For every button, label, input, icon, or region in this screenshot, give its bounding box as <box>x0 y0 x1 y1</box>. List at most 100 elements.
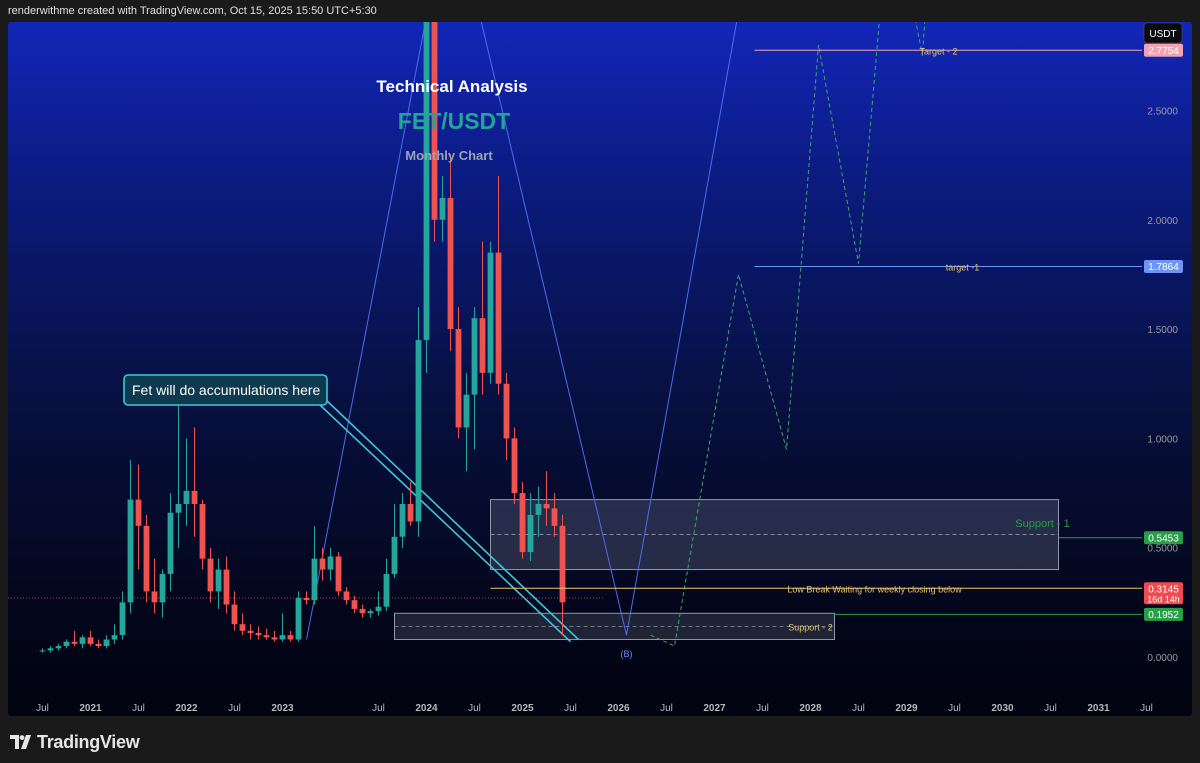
candle <box>271 637 278 640</box>
time-tick-label: Jul <box>468 703 481 714</box>
candle <box>167 512 174 574</box>
tradingview-logo-icon <box>10 735 31 749</box>
currency-badge[interactable] <box>1143 22 1183 44</box>
price-tag <box>1144 582 1183 605</box>
candle <box>103 639 110 647</box>
accumulation-callout-text: Fet will do accumulations here <box>132 382 321 398</box>
time-tick-label: Jul <box>372 703 385 714</box>
candle <box>327 556 334 570</box>
candle <box>191 490 198 504</box>
price-tag-timer: 16d 14h <box>1147 594 1180 604</box>
candle <box>343 591 350 601</box>
candle <box>455 329 462 428</box>
candle <box>447 197 454 330</box>
time-tick-label: 2027 <box>703 703 726 714</box>
candle <box>367 611 374 614</box>
price-tick-label: 1.5000 <box>1147 325 1178 336</box>
price-tick-label: 1.0000 <box>1147 434 1178 445</box>
time-tick-label: 2030 <box>991 703 1014 714</box>
time-tick-label: 2026 <box>607 703 630 714</box>
candle <box>559 525 566 603</box>
candle <box>223 569 230 605</box>
candle <box>143 525 150 592</box>
time-tick-label: Jul <box>132 703 145 714</box>
level-label: Low Break Waiting for weekly closing bel… <box>787 584 962 594</box>
chart-subtitle: FET/USDT <box>398 108 510 134</box>
candle <box>543 503 550 509</box>
candle <box>135 499 142 526</box>
time-tick-label: 2025 <box>511 703 534 714</box>
candle <box>287 635 294 640</box>
candle <box>279 635 286 640</box>
price-chart[interactable]: (A)(B)(C) Target -34.9917Target - 22.775… <box>8 22 1192 716</box>
chart-caption: Monthly Chart <box>405 148 493 163</box>
footer-brand: TradingView <box>37 731 140 752</box>
candle <box>375 606 382 612</box>
candle <box>71 641 78 644</box>
candle <box>351 600 358 609</box>
price-tick-label: 2.0000 <box>1147 216 1178 227</box>
candle <box>535 503 542 515</box>
price-tag-label: 0.5453 <box>1148 533 1179 544</box>
callout-pointer <box>319 404 572 643</box>
price-tag <box>1144 607 1183 621</box>
level-label: Support - 2 <box>788 622 833 632</box>
candle <box>263 635 270 638</box>
time-tick-label: 2029 <box>895 703 918 714</box>
candle <box>55 646 62 649</box>
candle <box>111 635 118 640</box>
time-tick-label: 2028 <box>799 703 822 714</box>
candle <box>95 643 102 647</box>
time-tick-label: Jul <box>564 703 577 714</box>
candle <box>439 197 446 220</box>
candle <box>63 641 70 647</box>
projection-path <box>650 22 926 647</box>
time-tick-label: Jul <box>228 703 241 714</box>
level-label: Support - 1 <box>1015 518 1069 530</box>
currency-label: USDT <box>1149 29 1176 40</box>
time-tick-label: 2024 <box>415 703 438 714</box>
price-tag <box>1144 259 1183 273</box>
candle <box>495 252 502 384</box>
price-tick-label: 2.5000 <box>1147 107 1178 118</box>
candle <box>183 490 190 504</box>
accumulation-callout[interactable]: Fet will do accumulations here <box>123 374 328 406</box>
chart-panel[interactable]: (A)(B)(C) Target -34.9917Target - 22.775… <box>8 22 1192 716</box>
candle <box>527 514 534 553</box>
candle <box>175 503 182 513</box>
time-tick-label: Jul <box>1140 703 1153 714</box>
candle <box>335 556 342 592</box>
candle <box>511 438 518 494</box>
time-tick-label: Jul <box>660 703 673 714</box>
candle <box>519 493 526 553</box>
candle <box>239 624 246 631</box>
wave-label: (B) <box>621 649 633 659</box>
candle <box>431 22 438 220</box>
candle <box>87 637 94 644</box>
candle <box>207 558 214 592</box>
candle <box>359 608 366 614</box>
candle <box>295 597 302 640</box>
candle <box>391 536 398 574</box>
candle <box>303 597 310 601</box>
candle <box>47 648 54 651</box>
candle <box>119 602 126 636</box>
candle <box>159 573 166 603</box>
candle <box>311 558 318 601</box>
candle <box>471 318 478 395</box>
chart-title: Technical Analysis <box>376 77 527 96</box>
candle <box>79 637 86 644</box>
candle <box>503 383 510 439</box>
time-tick-label: 2031 <box>1087 703 1110 714</box>
candle <box>127 499 134 603</box>
candle <box>215 569 222 592</box>
callout-pointer <box>325 399 580 641</box>
candle <box>199 503 206 559</box>
candle <box>399 503 406 537</box>
candle <box>487 252 494 373</box>
time-tick-label: Jul <box>948 703 961 714</box>
footer: TradingView <box>10 731 140 753</box>
time-tick-label: Jul <box>36 703 49 714</box>
candle <box>151 591 158 603</box>
candle <box>383 573 390 607</box>
